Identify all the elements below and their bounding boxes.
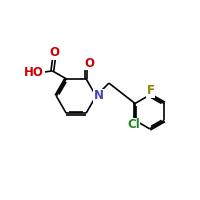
Text: Cl: Cl xyxy=(127,118,140,131)
Text: HO: HO xyxy=(24,66,44,79)
Text: N: N xyxy=(93,89,103,102)
Text: O: O xyxy=(50,46,60,59)
Text: F: F xyxy=(147,84,155,97)
Text: O: O xyxy=(84,57,94,70)
